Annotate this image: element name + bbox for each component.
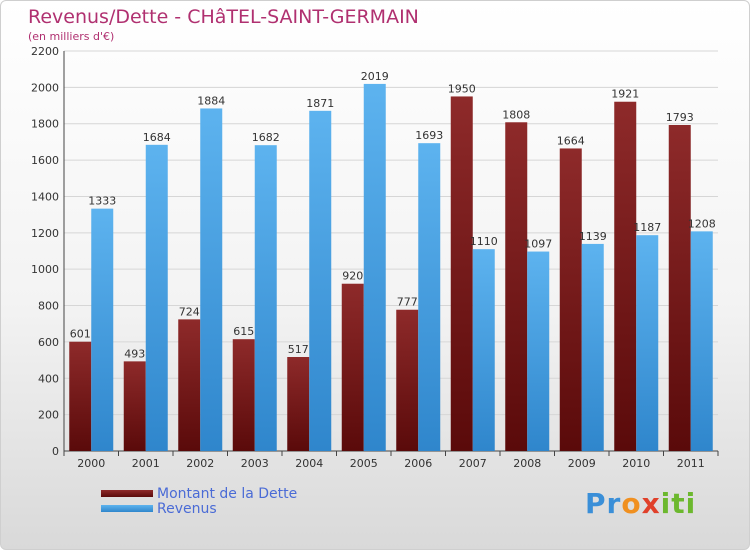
y-tick-label: 2000 xyxy=(31,81,59,94)
bar-dette xyxy=(341,283,364,451)
bar-dette xyxy=(287,357,310,451)
bar-dette xyxy=(178,319,201,451)
data-label: 1808 xyxy=(502,108,530,121)
legend-label-revenus: Revenus xyxy=(157,501,217,517)
x-tick-label: 2009 xyxy=(568,457,596,470)
bar-dette xyxy=(505,122,528,451)
legend-swatch-dette xyxy=(101,490,153,497)
data-label: 1139 xyxy=(579,230,607,243)
logo-letter: t xyxy=(671,487,686,520)
logo-letter: i xyxy=(685,487,697,520)
y-tick-label: 2200 xyxy=(31,45,59,58)
logo-letter: i xyxy=(660,487,672,520)
y-tick-label: 1400 xyxy=(31,190,59,203)
bar-revenus xyxy=(418,143,441,451)
data-label: 920 xyxy=(342,270,363,283)
x-tick-label: 2001 xyxy=(132,457,160,470)
x-tick-label: 2010 xyxy=(622,457,650,470)
bar-dette xyxy=(668,125,691,451)
data-label: 1684 xyxy=(143,131,171,144)
data-label: 1187 xyxy=(633,221,661,234)
data-label: 2019 xyxy=(361,70,389,83)
data-label: 1950 xyxy=(448,82,476,95)
logo-letter: x xyxy=(641,487,661,520)
data-label: 1333 xyxy=(88,195,116,208)
data-label: 493 xyxy=(124,347,145,360)
data-label: 615 xyxy=(233,325,254,338)
y-tick-label: 200 xyxy=(38,409,59,422)
y-tick-label: 400 xyxy=(38,372,59,385)
proxiti-logo: Proxiti xyxy=(585,487,696,520)
y-tick-label: 1200 xyxy=(31,227,59,240)
data-label: 1921 xyxy=(611,88,639,101)
bar-revenus xyxy=(636,235,659,451)
chart-subtitle: (en milliers d'€) xyxy=(28,30,115,43)
bar-dette xyxy=(232,339,255,451)
bar-revenus xyxy=(690,231,713,451)
x-tick-label: 2007 xyxy=(459,457,487,470)
chart-title: Revenus/Dette - CHâTEL-SAINT-GERMAIN xyxy=(28,6,419,28)
legend-label-dette: Montant de la Dette xyxy=(157,486,298,502)
y-tick-label: 1600 xyxy=(31,154,59,167)
data-label: 1097 xyxy=(524,238,552,251)
bar-dette xyxy=(123,361,146,451)
x-tick-label: 2008 xyxy=(513,457,541,470)
bar-revenus xyxy=(200,108,223,452)
data-label: 724 xyxy=(179,305,200,318)
bar-revenus xyxy=(254,145,277,451)
y-tick-label: 1000 xyxy=(31,263,59,276)
bar-revenus xyxy=(363,83,386,451)
bar-revenus xyxy=(309,110,332,452)
data-label: 517 xyxy=(288,343,309,356)
bar-dette xyxy=(614,101,637,452)
logo-letter: o xyxy=(621,487,642,520)
y-tick-label: 1800 xyxy=(31,118,59,131)
x-tick-label: 2005 xyxy=(350,457,378,470)
bar-dette xyxy=(559,148,582,452)
bar-revenus xyxy=(91,208,114,451)
bar-revenus xyxy=(527,251,550,451)
x-tick-label: 2004 xyxy=(295,457,323,470)
bar-revenus xyxy=(581,243,604,451)
legend-swatch-revenus xyxy=(101,505,153,512)
x-tick-label: 2006 xyxy=(404,457,432,470)
data-label: 1208 xyxy=(688,217,716,230)
data-label: 1793 xyxy=(666,111,694,124)
bar-dette xyxy=(396,309,419,451)
bar-dette xyxy=(450,96,473,452)
data-label: 777 xyxy=(397,296,418,309)
x-tick-label: 2002 xyxy=(186,457,214,470)
data-label: 1871 xyxy=(306,97,334,110)
y-tick-label: 800 xyxy=(38,300,59,313)
bar-revenus xyxy=(472,249,495,451)
x-tick-label: 2011 xyxy=(677,457,705,470)
data-label: 1693 xyxy=(415,129,443,142)
x-tick-label: 2003 xyxy=(241,457,269,470)
data-label: 1110 xyxy=(470,235,498,248)
data-label: 1682 xyxy=(252,131,280,144)
x-tick-label: 2000 xyxy=(77,457,105,470)
bar-dette xyxy=(69,341,92,451)
logo-letter: P xyxy=(585,487,607,520)
y-tick-label: 0 xyxy=(52,445,59,458)
logo-letter: r xyxy=(606,487,622,520)
bar-revenus xyxy=(145,144,168,451)
data-label: 1884 xyxy=(197,94,225,107)
y-tick-label: 600 xyxy=(38,336,59,349)
data-label: 601 xyxy=(70,328,91,341)
data-label: 1664 xyxy=(557,134,585,147)
